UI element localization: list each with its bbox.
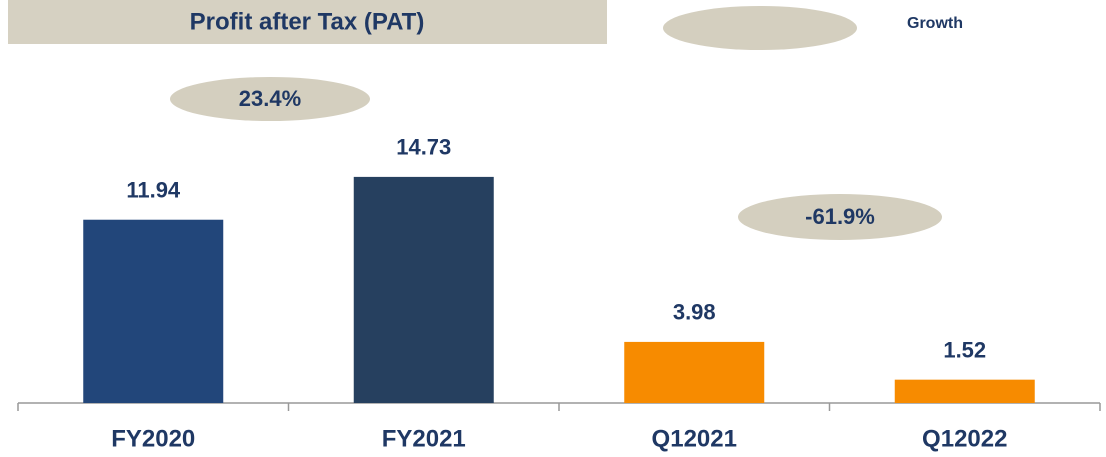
x-tick-label: FY2020: [111, 425, 195, 452]
data-label: 11.94: [126, 178, 181, 203]
x-tick-label: FY2021: [382, 425, 466, 452]
growth-annotation: -61.9%: [805, 204, 875, 229]
bar: [353, 176, 494, 403]
growth-ellipse: [170, 77, 370, 121]
x-tick-label: Q12021: [652, 425, 737, 452]
chart-title: Profit after Tax (PAT): [190, 8, 425, 35]
legend-ellipse: [663, 6, 857, 50]
data-label: 1.52: [943, 337, 986, 362]
title-box: [8, 0, 607, 44]
bar: [83, 219, 224, 403]
data-label: 14.73: [396, 135, 451, 160]
growth-annotation: 23.4%: [239, 86, 301, 111]
growth-ellipse: [738, 194, 942, 240]
bar: [624, 341, 765, 403]
x-tick-label: Q12022: [922, 425, 1007, 452]
legend-label: Growth: [907, 15, 963, 32]
data-label: 3.98: [673, 300, 716, 325]
bar: [894, 379, 1035, 403]
